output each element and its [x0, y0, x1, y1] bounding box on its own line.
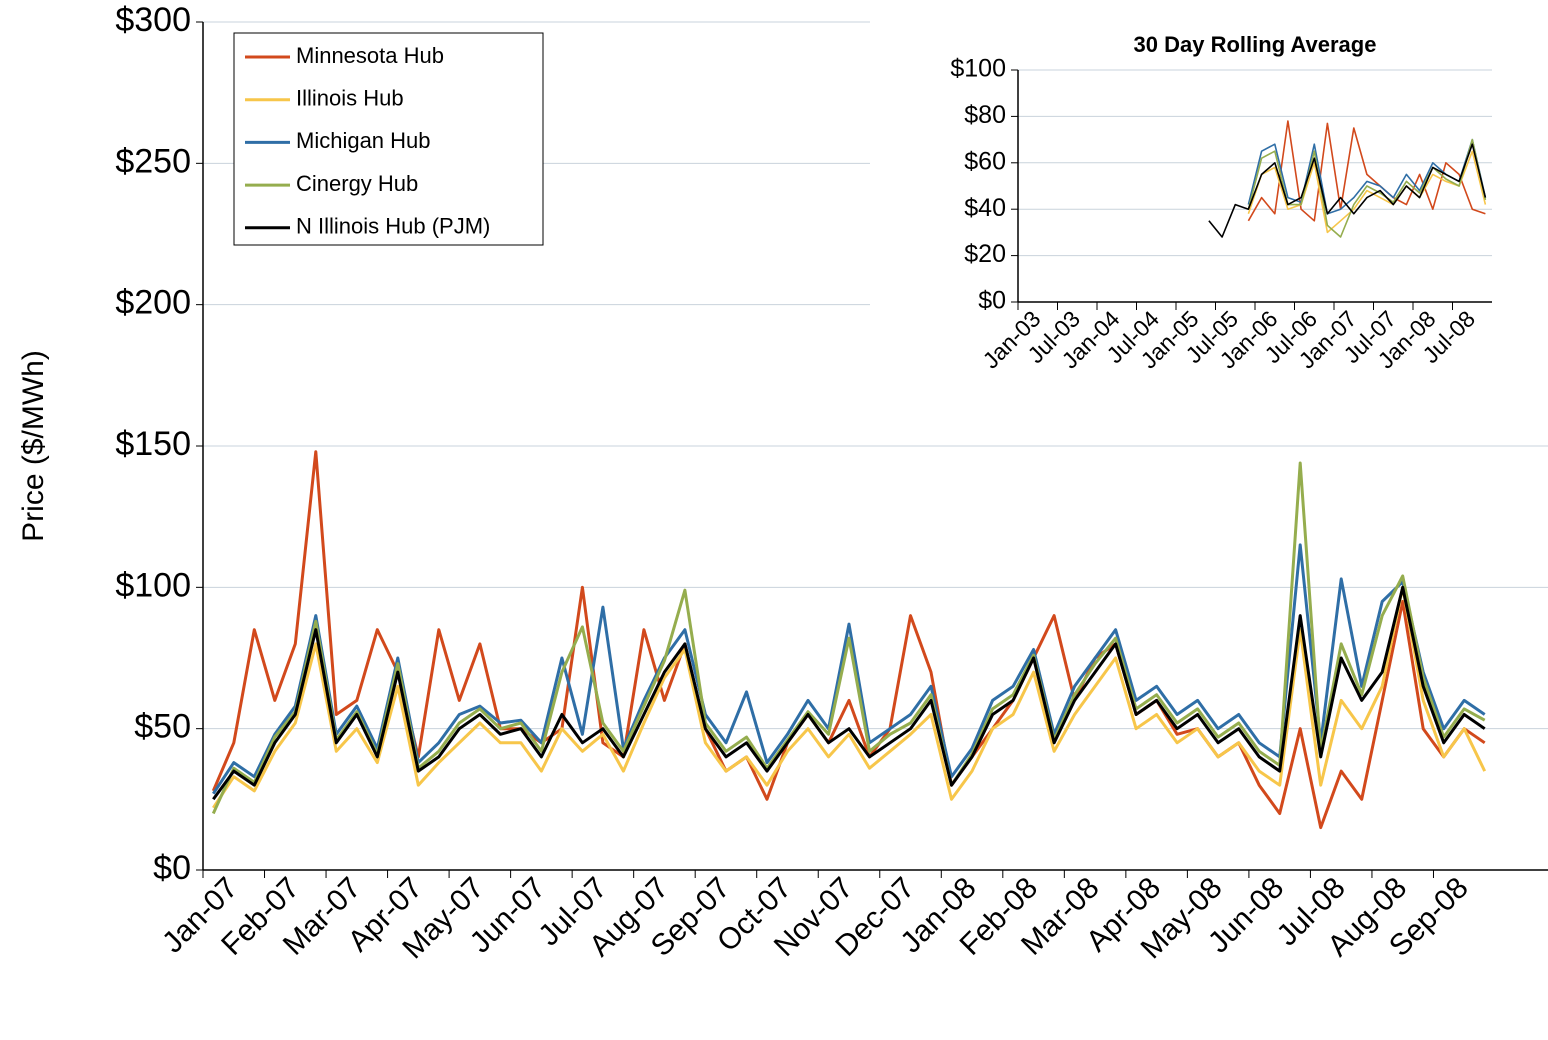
series-line — [211, 461, 1486, 815]
series-line — [1208, 143, 1487, 238]
y-tick-label: $20 — [964, 240, 1006, 268]
legend-label: Cinergy Hub — [296, 171, 418, 196]
legend: Minnesota Hub Illinois Hub Michigan Hub Cin… — [233, 32, 544, 246]
series-line — [1247, 150, 1487, 234]
legend-label: N Illinois Hub (PJM) — [296, 214, 490, 239]
y-tick-label: $50 — [134, 708, 191, 746]
inset-background — [870, 0, 1548, 440]
y-tick-label: $300 — [115, 1, 191, 39]
series-line — [212, 585, 1487, 809]
y-tick-label: $0 — [153, 849, 191, 887]
series-line — [212, 585, 1486, 801]
y-axis-title: Price ($/MWh) — [17, 350, 50, 542]
y-tick-label: $0 — [978, 287, 1006, 315]
legend-box — [233, 32, 544, 246]
y-tick-label: $80 — [964, 101, 1006, 129]
legend-label: Michigan Hub — [296, 128, 431, 153]
legend-label: Illinois Hub — [296, 86, 404, 111]
series-line — [212, 543, 1486, 795]
y-tick-label: $100 — [115, 566, 191, 604]
y-tick-label: $100 — [950, 55, 1006, 83]
y-tick-label: $250 — [115, 142, 191, 180]
y-tick-label: $40 — [964, 194, 1006, 222]
chart-title: 30 Day Rolling Average — [1134, 32, 1377, 57]
series-line — [1247, 120, 1486, 222]
y-tick-label: $150 — [115, 425, 191, 463]
y-tick-label: $60 — [964, 147, 1006, 175]
series-line — [211, 450, 1486, 830]
legend-label: Minnesota Hub — [296, 43, 444, 68]
y-tick-label: $200 — [115, 284, 191, 322]
